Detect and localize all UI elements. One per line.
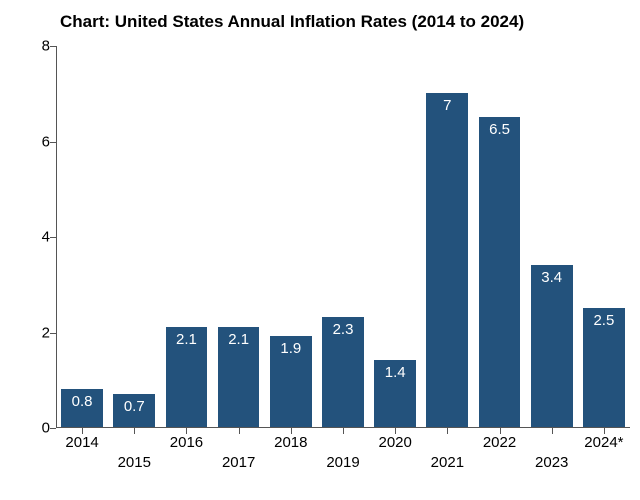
y-axis-label: 0 (10, 420, 50, 437)
y-axis-label: 4 (10, 229, 50, 246)
bar: 2.1 (218, 327, 260, 427)
bar: 3.4 (531, 265, 573, 427)
bar: 0.8 (61, 389, 103, 427)
bar-value-label: 7 (426, 97, 468, 114)
bar-value-label: 1.4 (374, 364, 416, 381)
x-tick (239, 428, 240, 434)
bar: 2.5 (583, 308, 625, 427)
bar: 0.7 (113, 394, 155, 427)
y-tick (50, 237, 56, 238)
x-axis-label: 2022 (483, 434, 516, 451)
bar: 1.4 (374, 360, 416, 427)
bar: 6.5 (479, 117, 521, 427)
x-axis-label: 2023 (535, 454, 568, 471)
x-axis-label: 2016 (170, 434, 203, 451)
bar-value-label: 0.7 (113, 398, 155, 415)
bar-value-label: 2.3 (322, 321, 364, 338)
x-axis-label: 2017 (222, 454, 255, 471)
x-axis-label: 2024* (584, 434, 623, 451)
x-axis-label: 2019 (326, 454, 359, 471)
x-tick (552, 428, 553, 434)
bar-value-label: 2.1 (166, 331, 208, 348)
y-axis-label: 2 (10, 324, 50, 341)
y-tick (50, 142, 56, 143)
bar-value-label: 2.5 (583, 312, 625, 329)
y-tick (50, 428, 56, 429)
y-axis-label: 8 (10, 38, 50, 55)
x-tick (134, 428, 135, 434)
bar-value-label: 0.8 (61, 393, 103, 410)
inflation-chart: Chart: United States Annual Inflation Ra… (0, 0, 640, 500)
x-axis-label: 2018 (274, 434, 307, 451)
bar: 1.9 (270, 336, 312, 427)
y-tick (50, 46, 56, 47)
bar-value-label: 2.1 (218, 331, 260, 348)
y-tick (50, 333, 56, 334)
bar: 2.3 (322, 317, 364, 427)
plot-area: 0.8 0.7 2.1 2.1 1.9 2.3 1.4 7 6.5 3.4 2.5 (56, 46, 630, 428)
y-axis-line (56, 46, 57, 428)
bar-value-label: 3.4 (531, 269, 573, 286)
x-axis-label: 2020 (378, 434, 411, 451)
bar-value-label: 1.9 (270, 340, 312, 357)
bar-value-label: 6.5 (479, 121, 521, 138)
x-tick (343, 428, 344, 434)
x-axis-label: 2014 (65, 434, 98, 451)
bar: 2.1 (166, 327, 208, 427)
bar: 7 (426, 93, 468, 427)
x-axis-label: 2015 (118, 454, 151, 471)
x-tick (447, 428, 448, 434)
chart-title: Chart: United States Annual Inflation Ra… (60, 12, 524, 32)
x-axis-label: 2021 (431, 454, 464, 471)
y-axis-label: 6 (10, 133, 50, 150)
